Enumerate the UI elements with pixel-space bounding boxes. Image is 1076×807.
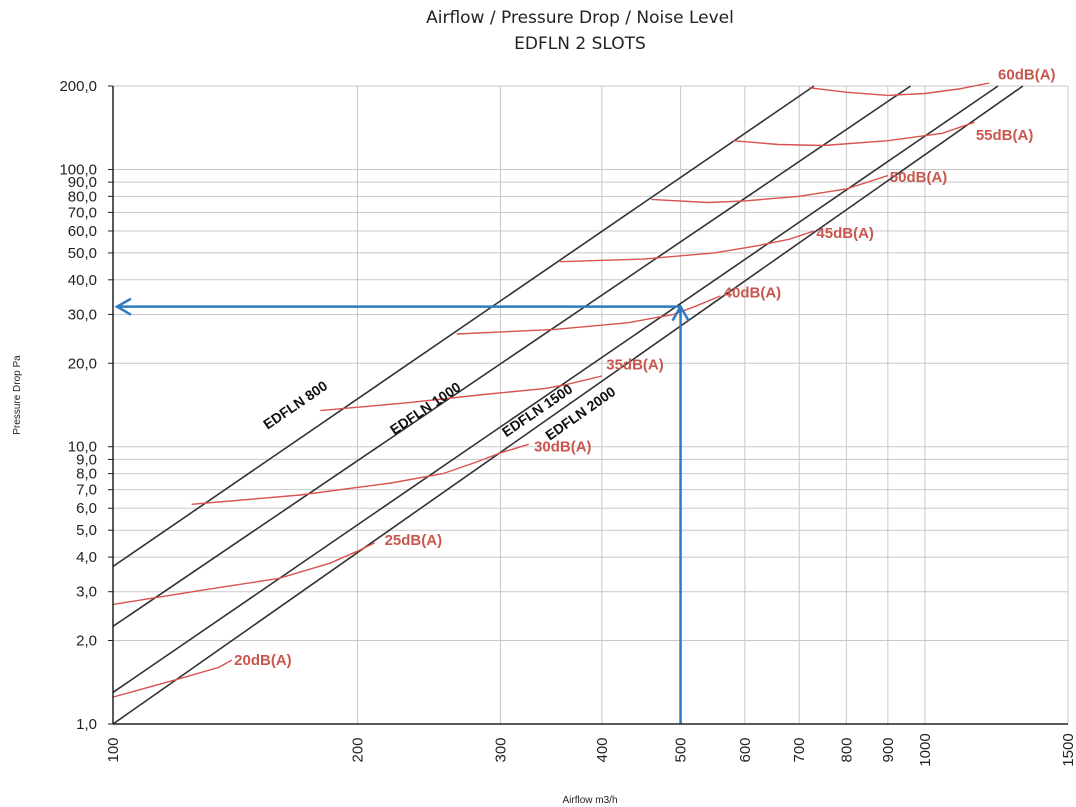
x-tick-label: 500 — [673, 737, 690, 762]
x-tick-label: 800 — [838, 737, 855, 762]
noise-curve-label: 25dB(A) — [385, 532, 443, 549]
x-tick-label: 200 — [349, 737, 366, 762]
annotation-arrows — [114, 297, 690, 724]
x-tick-label: 1500 — [1060, 733, 1076, 766]
y-tick-label: 100,0 — [59, 161, 97, 178]
noise-curve-label: 45dB(A) — [816, 225, 874, 242]
y-tick-label: 40,0 — [68, 272, 97, 289]
y-tick-label: 1,0 — [76, 716, 97, 733]
y-tick-label: 70,0 — [68, 204, 97, 221]
noise-curve — [809, 82, 990, 97]
y-tick-label: 10,0 — [68, 439, 97, 456]
noise-curve — [651, 174, 889, 204]
x-tick-label: 100 — [105, 737, 122, 762]
y-tick-label: 9,0 — [76, 451, 97, 468]
y-tick-label: 80,0 — [68, 188, 97, 205]
annotation-arrowhead-up — [671, 304, 690, 322]
noise-curve — [113, 542, 375, 606]
x-tick-label: 300 — [492, 737, 509, 762]
y-tick-label: 2,0 — [76, 633, 97, 650]
noise-curve — [191, 443, 529, 505]
x-axis-label: Airflow m3/h — [562, 795, 617, 806]
y-tick-label: 50,0 — [68, 245, 97, 262]
y-tick-label: 30,0 — [68, 306, 97, 323]
x-tick-label: 600 — [737, 737, 754, 762]
annotation-arrowhead-left — [114, 297, 132, 316]
chart-title: Airflow / Pressure Drop / Noise Level — [426, 8, 734, 28]
axes: 1,0 2,0 3,0 4,0 5,0 6,07,08,09,010,0 20,0 30,0 4… — [59, 78, 1076, 767]
x-tick-label: 1000 — [917, 733, 934, 766]
y-tick-label: 6,0 — [76, 500, 97, 517]
x-tick-label: 400 — [594, 737, 611, 762]
x-tick-label: 900 — [880, 737, 897, 762]
noise-curve — [732, 121, 975, 147]
noise-curve-label: 20dB(A) — [234, 652, 292, 669]
noise-curve-label: 60dB(A) — [998, 67, 1056, 84]
chart-subtitle: EDFLN 2 SLOTS — [514, 34, 646, 54]
noise-curve — [559, 230, 815, 263]
series-line — [113, 85, 815, 568]
series-line — [113, 85, 1024, 724]
y-tick-label: 90,0 — [68, 174, 97, 191]
y-tick-label: 20,0 — [68, 355, 97, 372]
y-tick-label: 7,0 — [76, 482, 97, 499]
x-tick-label: 700 — [791, 737, 808, 762]
noise-curve-label: 50dB(A) — [890, 169, 948, 186]
y-tick-label: 3,0 — [76, 584, 97, 601]
y-tick-label: 8,0 — [76, 466, 97, 483]
noise-curve-label: 55dB(A) — [976, 127, 1034, 144]
noise-curves — [113, 82, 990, 698]
noise-curve-label: 35dB(A) — [606, 356, 664, 373]
noise-curve-label: 30dB(A) — [534, 439, 592, 456]
noise-curve — [113, 659, 233, 698]
series-label: EDFLN 1000 — [387, 379, 464, 438]
series-line — [113, 85, 912, 628]
y-axis-label: Pressure Drop Pa — [12, 355, 23, 435]
noise-curve — [456, 295, 721, 335]
noise-curve — [320, 375, 603, 412]
y-tick-label: 200,0 — [59, 78, 97, 95]
noise-curve-label: 40dB(A) — [724, 284, 782, 301]
y-tick-label: 60,0 — [68, 223, 97, 240]
y-tick-label: 4,0 — [76, 549, 97, 566]
y-tick-label: 5,0 — [76, 522, 97, 539]
